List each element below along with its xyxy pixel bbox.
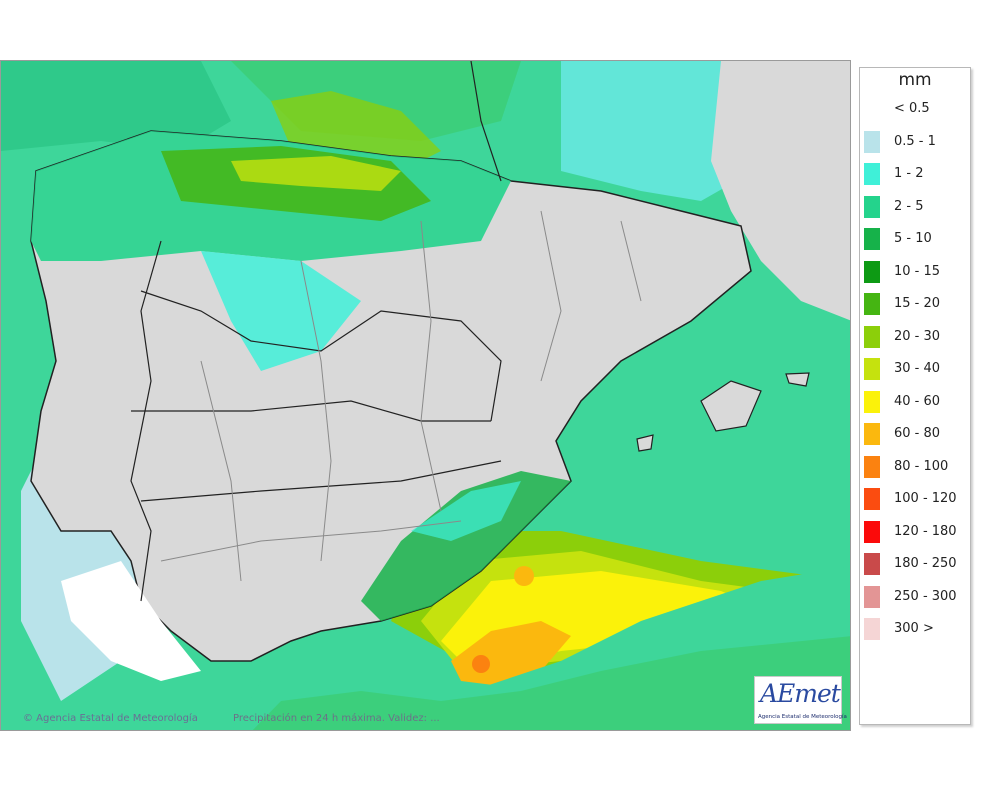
legend-swatch xyxy=(864,260,880,283)
sea-band-atlantic xyxy=(1,61,231,151)
legend-swatch xyxy=(864,390,880,413)
region-border-2 xyxy=(131,400,491,422)
africa-rain-band xyxy=(252,636,850,730)
province-border-5 xyxy=(540,210,562,382)
legend-item: 120 - 180 xyxy=(864,519,968,545)
mallorca-island xyxy=(700,380,762,432)
validity-text: Precipitación en 24 h máxima. Validez: .… xyxy=(233,713,440,724)
province-border-1 xyxy=(160,520,462,562)
legend-item: 10 - 15 xyxy=(864,259,968,285)
legend-swatch xyxy=(864,520,880,543)
murcia-rain xyxy=(411,481,521,541)
legend-swatch xyxy=(864,163,880,185)
legend-swatch xyxy=(864,488,880,510)
legend-item: 40 - 60 xyxy=(864,389,968,415)
menorca-island xyxy=(785,372,810,387)
legend-swatch xyxy=(864,358,880,380)
sea-band-light xyxy=(561,61,736,201)
legend-item: 15 - 20 xyxy=(864,291,968,317)
region-border-1 xyxy=(140,290,502,422)
province-border-2 xyxy=(200,360,242,582)
legend-swatch xyxy=(864,553,880,575)
gulf-of-cadiz-dry xyxy=(61,561,201,681)
legend-label: 10 - 15 xyxy=(894,263,941,279)
province-border-6 xyxy=(620,220,642,302)
legend-swatch xyxy=(864,195,880,218)
southeast-rain xyxy=(361,471,571,621)
legend-item: 100 - 120 xyxy=(864,486,968,512)
legend-label: 180 - 250 xyxy=(894,556,957,571)
map-canvas xyxy=(1,61,850,730)
region-border-3 xyxy=(140,460,502,502)
legend-swatch xyxy=(864,585,880,608)
legend-label: 120 - 180 xyxy=(894,523,957,539)
legend-unit: mm xyxy=(898,70,932,90)
legend-label: 0.5 - 1 xyxy=(894,133,936,149)
legend-item: 20 - 30 xyxy=(864,324,968,350)
legend-label: 30 - 40 xyxy=(894,361,941,376)
legend-item: 80 - 100 xyxy=(864,454,968,480)
legend-item: 60 - 80 xyxy=(864,421,968,447)
legend-item: 1 - 2 xyxy=(864,161,968,187)
duero-rain xyxy=(201,251,361,371)
legend-label: 20 - 30 xyxy=(894,328,941,344)
legend-label: 250 - 300 xyxy=(894,588,957,604)
legend-label: 1 - 2 xyxy=(894,166,924,181)
france-land xyxy=(711,61,850,321)
legend-swatch xyxy=(864,293,880,315)
legend-label: 40 - 60 xyxy=(894,393,941,409)
legend-label: 5 - 10 xyxy=(894,231,932,246)
precipitation-map: © Agencia Estatal de Meteorología Precip… xyxy=(0,60,851,731)
logo-word: AEmet xyxy=(760,679,841,708)
legend-item: 250 - 300 xyxy=(864,584,968,610)
province-border-4 xyxy=(420,220,442,512)
france-spain-border xyxy=(470,61,502,182)
legend-item: 0.5 - 1 xyxy=(864,129,968,155)
logo-subtitle: Agencia Estatal de Meteorología xyxy=(758,714,847,720)
legend-item: 30 - 40 xyxy=(864,356,968,382)
copyright-text: © Agencia Estatal de Meteorología xyxy=(23,713,198,724)
province-border-3 xyxy=(300,260,332,562)
legend-label: 100 - 120 xyxy=(894,491,957,506)
legend-item: 2 - 5 xyxy=(864,194,968,220)
ibiza-island xyxy=(636,434,654,452)
legend-label: < 0.5 xyxy=(894,101,930,116)
legend-swatch xyxy=(864,455,880,478)
portugal-spain-border xyxy=(130,240,162,602)
legend-label: 300 > xyxy=(894,621,934,636)
legend-label: 80 - 100 xyxy=(894,458,949,474)
legend-label: 2 - 5 xyxy=(894,198,924,214)
aemet-logo: AEmet Agencia Estatal de Meteorología xyxy=(754,676,847,724)
legend-swatch xyxy=(864,228,880,250)
cantabria-rain-peak xyxy=(231,156,401,191)
legend-item: 5 - 10 xyxy=(864,226,968,252)
legend-label: 15 - 20 xyxy=(894,296,941,311)
legend-swatch xyxy=(864,618,880,640)
legend-swatch xyxy=(864,325,880,348)
rain-cell-east xyxy=(514,566,534,586)
legend-swatch xyxy=(864,130,880,153)
legend-swatch xyxy=(864,423,880,445)
legend-label: 60 - 80 xyxy=(894,426,941,441)
legend-item: 180 - 250 xyxy=(864,551,968,577)
legend-panel: mm < 0.5 0.5 - 1 1 - 2 2 - 5 5 - 10 10 - 15 15… xyxy=(859,67,971,725)
legend-item: 300 > xyxy=(864,616,968,642)
legend-item: < 0.5 xyxy=(864,96,968,122)
rain-max-cell xyxy=(472,655,490,673)
